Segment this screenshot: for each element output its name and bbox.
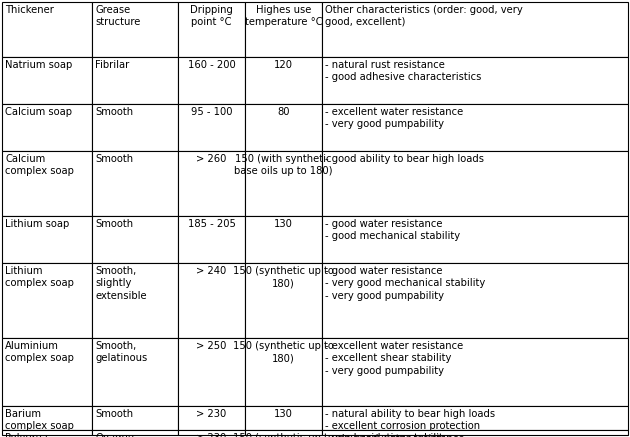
Text: - good ability to bear high loads: - good ability to bear high loads <box>325 154 484 164</box>
Bar <box>322 430 628 435</box>
Bar <box>245 57 322 104</box>
Text: > 250: > 250 <box>197 341 227 351</box>
Text: Barium
complex soap: Barium complex soap <box>5 409 74 431</box>
Text: 160 - 200: 160 - 200 <box>188 60 236 70</box>
Bar <box>92 216 178 263</box>
Bar <box>322 216 628 263</box>
Bar <box>245 216 322 263</box>
Bar <box>245 104 322 151</box>
Bar <box>2 338 92 406</box>
Text: Dripping
point °C: Dripping point °C <box>190 5 233 28</box>
Text: 120: 120 <box>274 60 293 70</box>
Bar <box>322 151 628 216</box>
Text: 95 - 100: 95 - 100 <box>191 107 232 117</box>
Text: 150 (synthetic up to
180): 150 (synthetic up to 180) <box>233 341 334 364</box>
Text: Other characteristics (order: good, very
good, excellent): Other characteristics (order: good, very… <box>325 5 523 28</box>
Bar <box>178 104 245 151</box>
Text: Smooth: Smooth <box>95 154 133 164</box>
Text: 80: 80 <box>277 107 290 117</box>
Bar <box>245 263 322 338</box>
Bar <box>322 263 628 338</box>
Text: Smooth,
gelatinous: Smooth, gelatinous <box>95 341 147 364</box>
Text: - good water resistance
- good mechanical stability: - good water resistance - good mechanica… <box>325 219 460 241</box>
Text: Smooth,
slightly
extensible: Smooth, slightly extensible <box>95 266 147 301</box>
Text: Polyurea: Polyurea <box>5 433 48 437</box>
Bar <box>322 2 628 57</box>
Bar <box>2 263 92 338</box>
Bar <box>245 338 322 406</box>
Bar <box>322 104 628 151</box>
Text: - natural rust resistance
- good adhesive characteristics: - natural rust resistance - good adhesiv… <box>325 60 481 83</box>
Text: 130: 130 <box>274 219 293 229</box>
Text: > 230: > 230 <box>197 433 227 437</box>
Bar <box>92 263 178 338</box>
Bar <box>178 2 245 57</box>
Text: 150 (with synthetic
base oils up to 180): 150 (with synthetic base oils up to 180) <box>234 154 333 177</box>
Bar <box>2 216 92 263</box>
Text: 130: 130 <box>274 409 293 419</box>
Bar <box>245 151 322 216</box>
Text: Fibrilar: Fibrilar <box>95 60 129 70</box>
Bar <box>245 406 322 430</box>
Text: 150 (synthetic up to
180): 150 (synthetic up to 180) <box>233 266 334 288</box>
Bar <box>92 406 178 430</box>
Text: Smooth: Smooth <box>95 219 133 229</box>
Text: > 230: > 230 <box>197 409 227 419</box>
Bar <box>92 338 178 406</box>
Bar <box>2 2 92 57</box>
Text: Calcium
complex soap: Calcium complex soap <box>5 154 74 177</box>
Text: Lithium soap: Lithium soap <box>5 219 69 229</box>
Text: > 240: > 240 <box>197 266 227 276</box>
Bar <box>178 151 245 216</box>
Text: Aluminium
complex soap: Aluminium complex soap <box>5 341 74 364</box>
Text: Opaque: Opaque <box>95 433 134 437</box>
Bar <box>92 57 178 104</box>
Text: - excellent water resistance
- excellent shear stability
- very good pumpability: - excellent water resistance - excellent… <box>325 341 463 376</box>
Bar <box>322 57 628 104</box>
Text: - good oxidation stability
- good water resistance: - good oxidation stability - good water … <box>325 433 449 437</box>
Bar <box>245 2 322 57</box>
Text: Highes use
temperature °C: Highes use temperature °C <box>244 5 323 28</box>
Bar <box>2 430 92 435</box>
Text: Smooth: Smooth <box>95 107 133 117</box>
Bar <box>92 151 178 216</box>
Text: Thickener: Thickener <box>5 5 54 15</box>
Bar <box>178 406 245 430</box>
Text: 150 (synthetic up to
180): 150 (synthetic up to 180) <box>233 433 334 437</box>
Text: - excellent water resistance
- very good pumpability: - excellent water resistance - very good… <box>325 107 463 129</box>
Text: Calcium soap: Calcium soap <box>5 107 72 117</box>
Bar <box>245 430 322 435</box>
Bar <box>2 104 92 151</box>
Bar <box>92 430 178 435</box>
Bar <box>178 216 245 263</box>
Text: Smooth: Smooth <box>95 409 133 419</box>
Bar <box>92 104 178 151</box>
Text: Lithium
complex soap: Lithium complex soap <box>5 266 74 288</box>
Bar <box>322 338 628 406</box>
Text: 185 - 205: 185 - 205 <box>188 219 236 229</box>
Text: - good water resistance
- very good mechanical stability
- very good pumpability: - good water resistance - very good mech… <box>325 266 485 301</box>
Bar <box>92 2 178 57</box>
Text: > 260: > 260 <box>197 154 227 164</box>
Bar <box>322 406 628 430</box>
Bar <box>178 430 245 435</box>
Text: Grease
structure: Grease structure <box>95 5 140 28</box>
Bar <box>2 151 92 216</box>
Bar <box>178 57 245 104</box>
Bar <box>178 263 245 338</box>
Bar <box>2 406 92 430</box>
Bar <box>2 57 92 104</box>
Text: - natural ability to bear high loads
- excellent corrosion protection
- vrlo goo: - natural ability to bear high loads - e… <box>325 409 495 437</box>
Bar <box>178 338 245 406</box>
Text: Natrium soap: Natrium soap <box>5 60 72 70</box>
